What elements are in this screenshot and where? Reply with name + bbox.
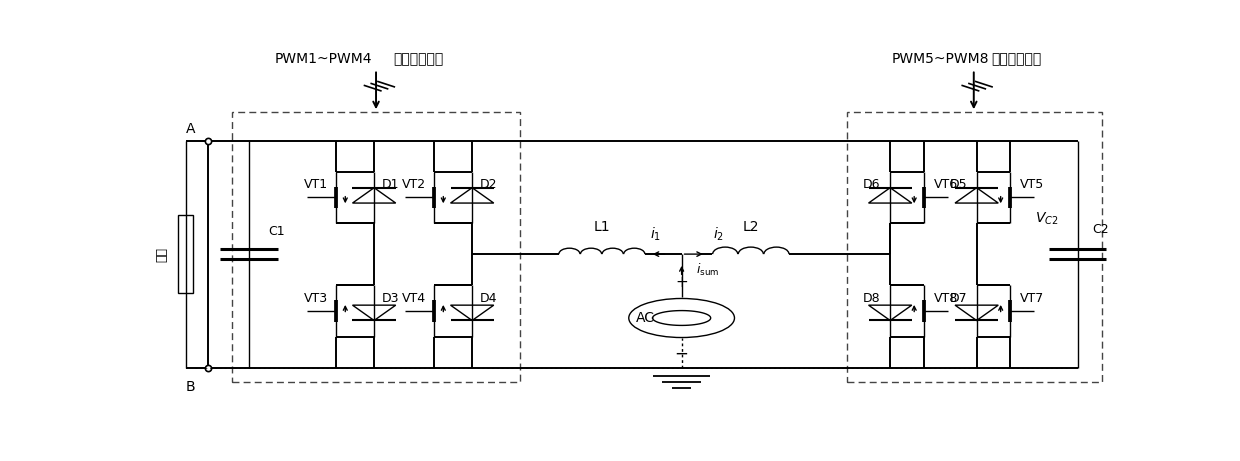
Text: +: + [676,275,688,290]
Text: VT1: VT1 [304,178,327,191]
Text: PWM1~PWM4: PWM1~PWM4 [275,52,373,66]
Text: D7: D7 [950,291,967,305]
Text: D8: D8 [863,291,880,305]
Text: D6: D6 [863,178,880,191]
Text: L2: L2 [743,220,759,234]
Text: A: A [186,122,196,136]
Bar [179,215,193,293]
Text: AC: AC [636,311,655,325]
Text: C1: C1 [268,225,285,237]
Text: VT8: VT8 [934,291,957,305]
Text: B: B [186,380,196,394]
Text: VT5: VT5 [1019,178,1044,191]
Text: VT4: VT4 [402,291,427,305]
Text: $i_1$: $i_1$ [650,225,661,242]
Text: D4: D4 [480,291,497,305]
Text: −: − [675,345,688,363]
Text: D3: D3 [382,291,399,305]
Text: VT3: VT3 [304,291,327,305]
Text: 负载: 负载 [155,247,169,261]
Text: D1: D1 [382,178,399,191]
Text: D5: D5 [950,178,967,191]
Text: 高频消谐单元: 高频消谐单元 [991,52,1042,66]
Text: D2: D2 [480,178,497,191]
Text: $i_{\mathrm{sum}}$: $i_{\mathrm{sum}}$ [696,262,719,278]
Text: PWM5~PWM8: PWM5~PWM8 [892,52,990,66]
Text: VT6: VT6 [934,178,957,191]
Text: 低频功率单元: 低频功率单元 [393,52,444,66]
Text: $V_{C2}$: $V_{C2}$ [1035,210,1059,226]
Text: VT7: VT7 [1019,291,1044,305]
Bar [232,112,521,382]
Text: C2: C2 [1092,223,1109,236]
Text: VT2: VT2 [402,178,427,191]
Text: $i_2$: $i_2$ [713,225,724,242]
Text: L1: L1 [594,220,610,234]
Bar [847,112,1101,382]
